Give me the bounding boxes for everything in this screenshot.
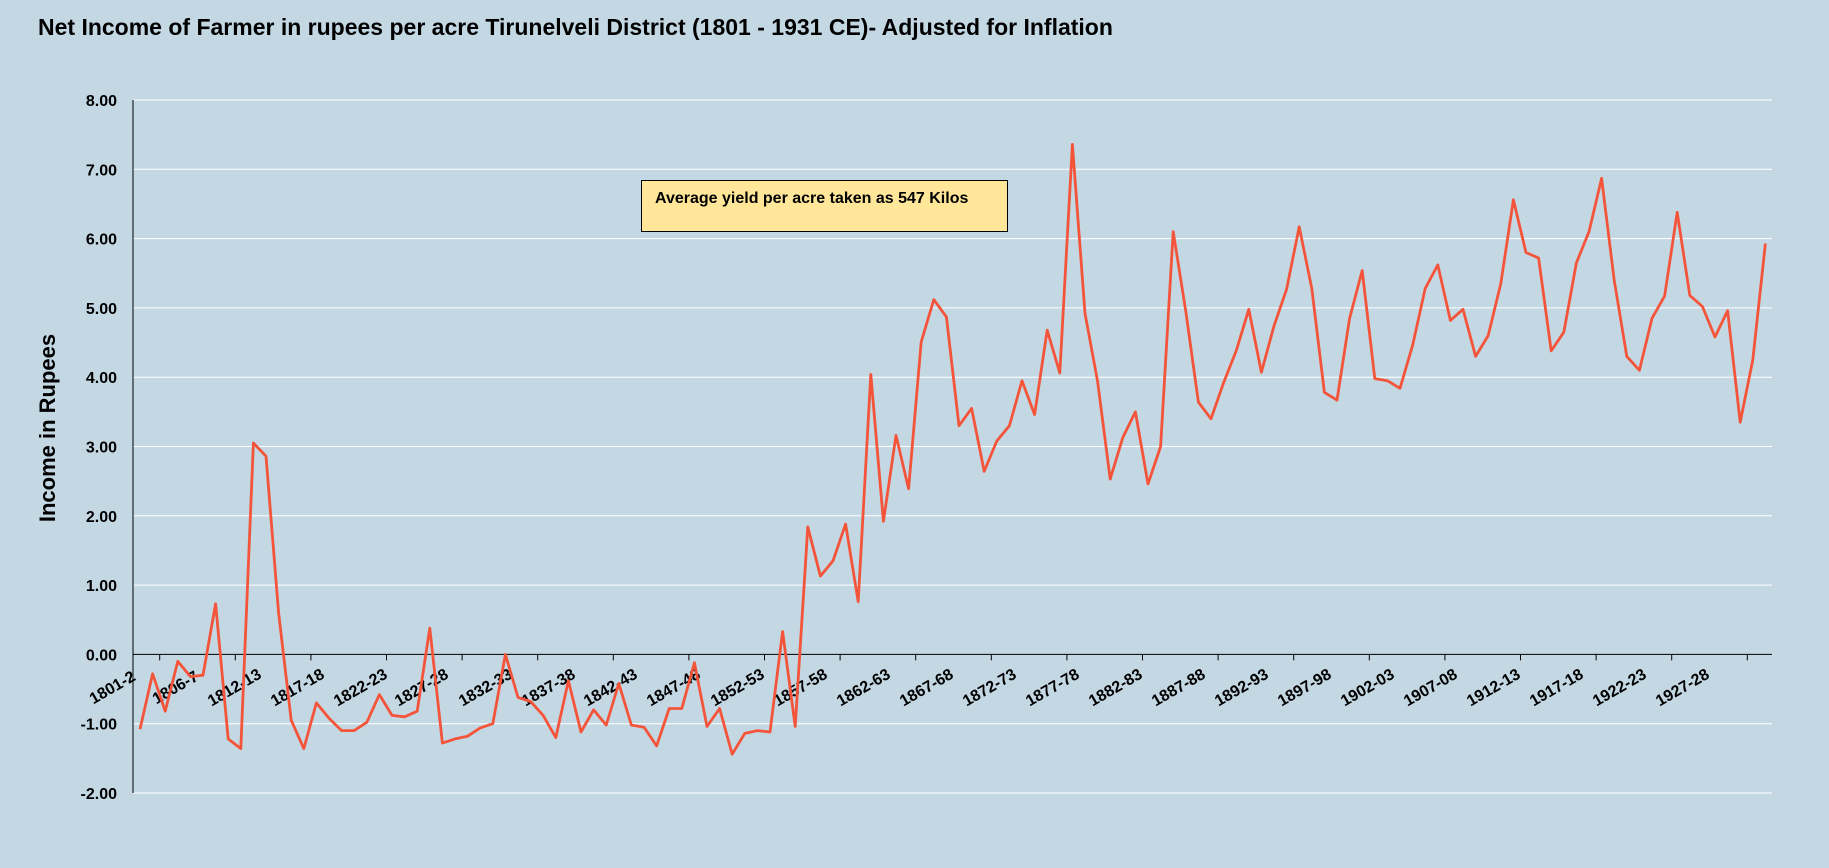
x-tick-label: 1902-03	[1338, 666, 1397, 710]
y-tick-label: 7.00	[86, 162, 117, 179]
x-tick-label: 1877-78	[1023, 666, 1082, 710]
x-tick-label: 1822-23	[331, 666, 390, 710]
y-tick-label: 8.00	[86, 93, 117, 110]
x-tick-label: 1912-13	[1464, 666, 1523, 710]
series-lines	[138, 142, 1767, 756]
x-tick-label: 1927-28	[1653, 666, 1712, 710]
y-tick-label: 5.00	[86, 301, 117, 318]
y-tick-labels: -2.00 -1.00 0.00 1.00 2.00 3.00 4.00 5.00 6.00 7.…	[81, 93, 118, 803]
y-tick-label: 3.00	[86, 440, 117, 457]
x-tick-label: 1887-88	[1149, 666, 1208, 710]
x-tick-label: 1842-43	[581, 666, 640, 710]
annotation-box: Average yield per acre taken as 547 Kilo…	[641, 180, 1008, 232]
x-tick-labels: 1801-2 1806-7 1812-13 1817-18 1822-23 1827-28…	[87, 666, 1713, 710]
y-tick-label: -1.00	[81, 717, 118, 734]
x-tick-label: 1882-83	[1086, 666, 1145, 710]
y-tick-label: -2.00	[81, 786, 118, 803]
y-tick-label: 2.00	[86, 509, 117, 526]
x-tick-label: 1852-53	[708, 666, 767, 710]
x-tick-label: 1892-93	[1212, 666, 1271, 710]
x-tick-label: 1897-98	[1275, 666, 1334, 710]
y-tick-label: 0.00	[86, 647, 117, 664]
x-tick-label: 1801-2	[87, 668, 139, 708]
x-tick-label: 1867-68	[897, 666, 956, 710]
x-tick-label: 1812-13	[205, 666, 264, 710]
y-tick-label: 1.00	[86, 578, 117, 595]
series-line	[138, 142, 1767, 756]
x-tick-label: 1872-73	[960, 666, 1019, 710]
x-tick-label: 1862-63	[834, 666, 893, 710]
x-tick-label: 1922-23	[1590, 666, 1649, 710]
chart-title: Net Income of Farmer in rupees per acre …	[38, 14, 1113, 40]
x-tick-label: 1907-08	[1401, 666, 1460, 710]
y-tick-label: 6.00	[86, 232, 117, 249]
axes	[132, 100, 1772, 793]
y-axis-label: Income in Rupees	[35, 334, 60, 522]
x-tick-label: 1847-48	[644, 666, 703, 710]
x-tick-label: 1917-18	[1527, 666, 1586, 710]
x-tick-label: 1832-33	[456, 666, 515, 710]
x-tick-label: 1857-58	[771, 666, 830, 710]
y-tick-label: 4.00	[86, 370, 117, 387]
